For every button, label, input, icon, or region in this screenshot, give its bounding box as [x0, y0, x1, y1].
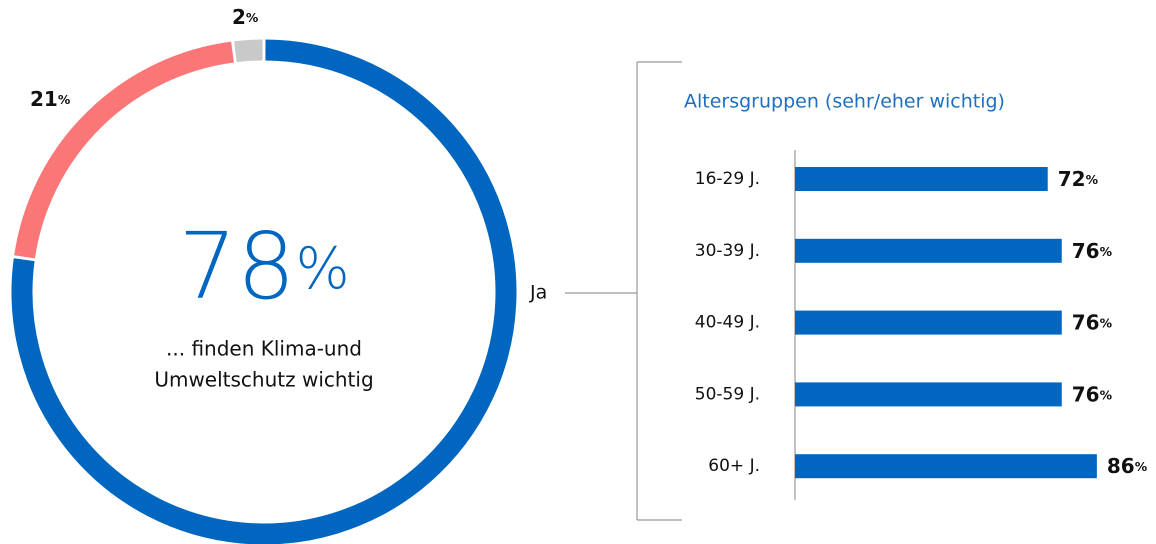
y-tick-label: 40-49 J. — [695, 313, 760, 333]
value-label: 2% — [232, 5, 259, 29]
bar — [795, 382, 1062, 407]
y-tick-label: 60+ J. — [708, 456, 760, 476]
value-number: 21 — [30, 87, 58, 111]
value-unit: % — [246, 10, 259, 25]
y-tick-label: 30-39 J. — [695, 241, 760, 261]
value-unit: % — [1086, 172, 1099, 187]
bar — [795, 454, 1097, 479]
value-number: 78 — [178, 213, 295, 320]
donut-segment — [234, 39, 263, 63]
bar — [795, 167, 1048, 191]
category-label: Ja — [529, 282, 547, 304]
value-number: 76 — [1072, 382, 1100, 406]
value-label: 76% — [1072, 310, 1113, 334]
value-number: 2 — [232, 5, 246, 29]
value-label: 21% — [30, 87, 71, 111]
value-label: 78% — [178, 213, 349, 320]
value-unit: % — [1135, 459, 1148, 474]
donut-segment — [11, 39, 517, 544]
value-unit: % — [295, 236, 349, 302]
value-unit: % — [1100, 243, 1113, 258]
value-number: 86 — [1107, 454, 1135, 478]
value-unit: % — [58, 92, 71, 107]
value-label: 76% — [1072, 382, 1113, 406]
center-text: Umweltschutz wichtig — [154, 368, 373, 392]
center-text: ... finden Klima-und — [166, 337, 362, 361]
bracket — [565, 61, 682, 521]
value-label: 86% — [1107, 454, 1148, 478]
value-label: 76% — [1072, 238, 1113, 262]
bar-title: Altersgruppen (sehr/eher wichtig) — [684, 91, 1005, 113]
bar — [795, 310, 1062, 335]
value-unit: % — [1100, 315, 1113, 330]
value-number: 76 — [1072, 310, 1100, 334]
value-label: 72% — [1058, 167, 1099, 191]
value-number: 76 — [1072, 238, 1100, 262]
y-tick-label: 16-29 J. — [695, 169, 760, 189]
bar — [795, 238, 1062, 263]
value-unit: % — [1100, 387, 1113, 402]
donut-segment — [14, 41, 234, 259]
y-tick-label: 50-59 J. — [695, 384, 760, 404]
value-number: 72 — [1058, 167, 1086, 191]
